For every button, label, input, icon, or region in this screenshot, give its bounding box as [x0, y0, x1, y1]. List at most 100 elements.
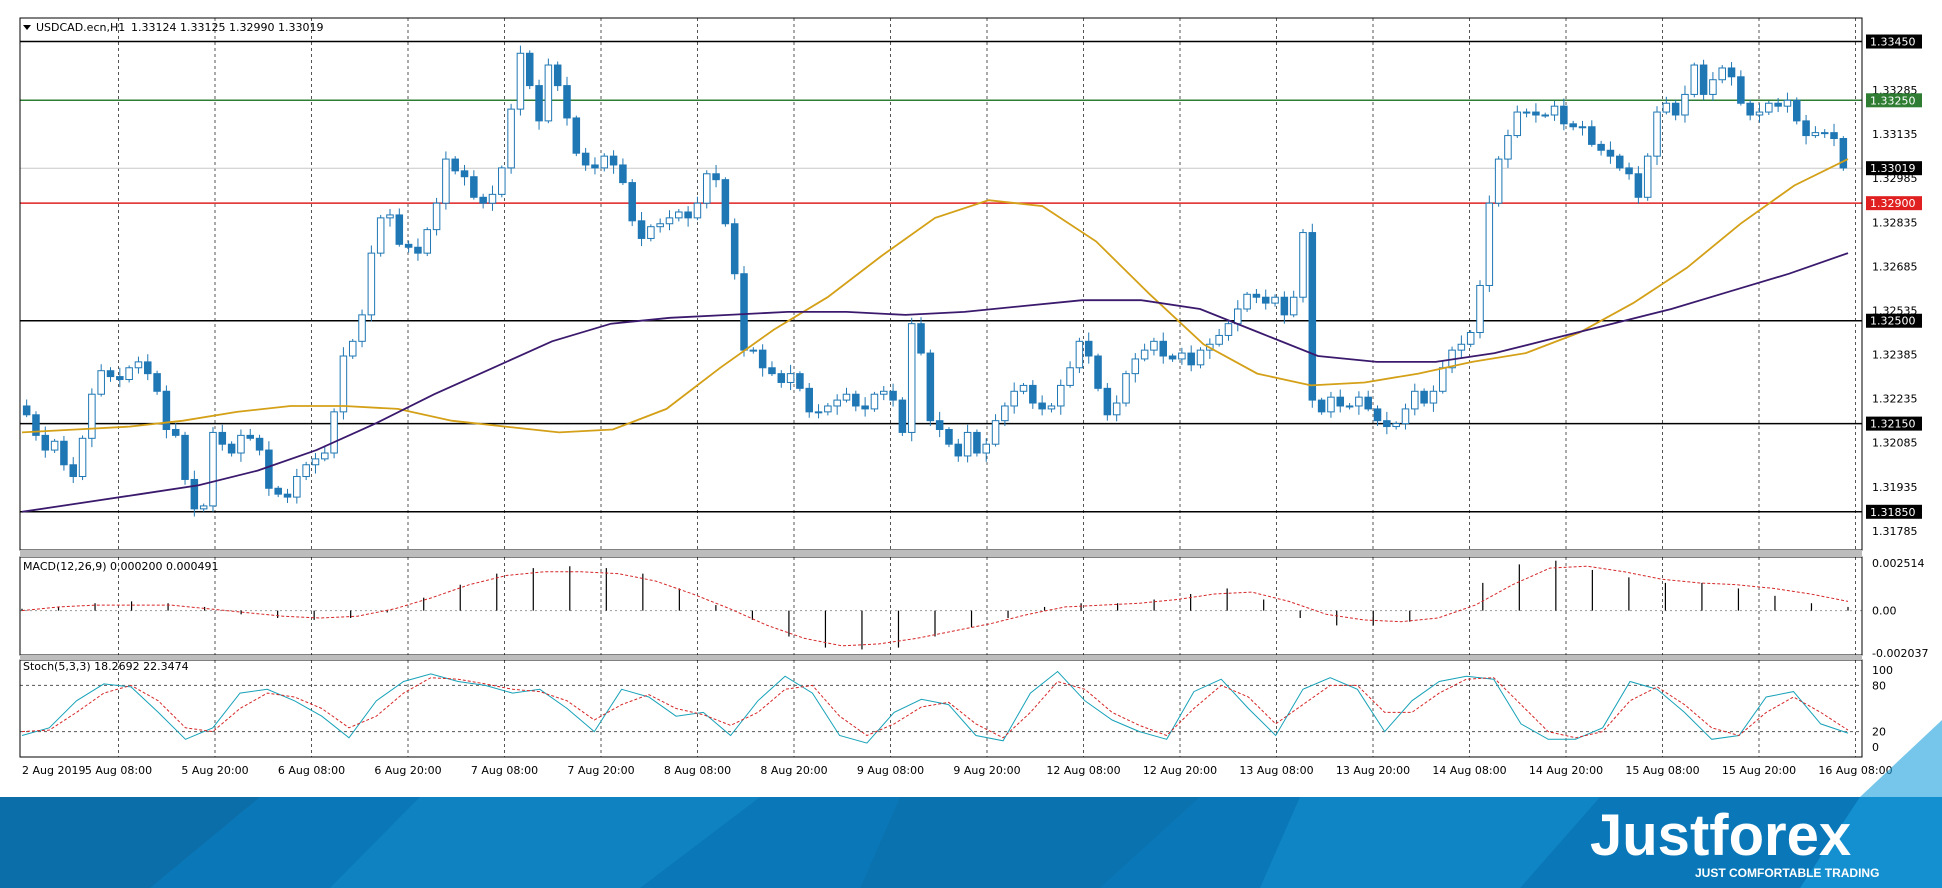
bear-candle — [758, 349, 767, 369]
x-tick-label: 14 Aug 20:00 — [1529, 764, 1603, 777]
bull-candle — [870, 393, 879, 410]
brand-banner: Justforex JUST COMFORTABLE TRADING — [0, 720, 1942, 888]
bear-candle — [1280, 296, 1289, 316]
bull-candle — [693, 202, 702, 219]
bear-candle — [218, 431, 227, 445]
bull-candle — [1001, 405, 1009, 422]
x-tick-label: 8 Aug 08:00 — [664, 764, 731, 777]
x-tick-label: 7 Aug 08:00 — [471, 764, 538, 777]
bull-candle — [376, 217, 385, 254]
x-tick-label: 12 Aug 08:00 — [1046, 764, 1120, 777]
bull-candle — [1019, 384, 1028, 392]
bear-candle — [1774, 102, 1782, 107]
bull-candle — [1643, 155, 1652, 198]
bear-candle — [1168, 355, 1177, 360]
bull-candle — [1690, 64, 1699, 95]
bear-candle — [1029, 384, 1037, 404]
bull-candle — [1327, 396, 1335, 413]
bull-candle — [1429, 390, 1438, 404]
bear-candle — [1569, 123, 1577, 128]
bear-candle — [1839, 138, 1848, 169]
bull-candle — [209, 431, 217, 507]
bear-candle — [41, 434, 50, 451]
bear-candle — [1746, 102, 1754, 116]
bull-candle — [1513, 111, 1522, 137]
current-price-tag — [1866, 161, 1922, 176]
bear-candle — [1597, 143, 1605, 151]
banner-shape — [330, 797, 760, 888]
bear-candle — [637, 220, 646, 239]
bear-candle — [32, 414, 40, 436]
bear-candle — [1364, 396, 1372, 410]
bull-candle — [1550, 105, 1559, 116]
panel-separator — [20, 655, 1862, 660]
bear-candle — [255, 437, 264, 451]
time-axis: 2 Aug 2019 5 Aug 08:00 5 Aug 20:00 6 Aug 08… — [22, 764, 1893, 777]
bear-candle — [1252, 293, 1261, 298]
macd-tick-label: -0.002037 — [1872, 647, 1928, 660]
slow-ma-line — [21, 252, 1849, 513]
bull-candle — [1224, 323, 1233, 336]
bull-candle — [1522, 111, 1531, 114]
bull-candle — [1243, 293, 1251, 310]
banner-shape — [1260, 797, 1600, 888]
bull-candle — [1215, 334, 1223, 345]
bear-candle — [684, 211, 692, 219]
bull-candle — [1289, 296, 1298, 316]
bear-candle — [898, 399, 907, 433]
macd-signal-line — [21, 565, 1849, 647]
bull-candle — [293, 476, 301, 498]
bear-candle — [1560, 105, 1568, 125]
x-tick-label: 16 Aug 08:00 — [1818, 764, 1892, 777]
stoch-tick-label: 80 — [1872, 679, 1886, 692]
bear-candle — [945, 428, 953, 445]
bear-candle — [535, 85, 543, 122]
x-tick-label: 14 Aug 08:00 — [1432, 764, 1506, 777]
bear-candle — [768, 367, 776, 375]
bear-candle — [60, 440, 68, 466]
bull-candle — [1578, 126, 1587, 129]
bull-candle — [1476, 284, 1484, 333]
y-tick-label: 1.32835 — [1872, 216, 1918, 229]
bull-candle — [1299, 232, 1307, 298]
y-tick-label: 1.31935 — [1872, 481, 1918, 494]
bull-candle — [88, 393, 96, 439]
bear-candle — [470, 176, 478, 198]
bull-candle — [907, 323, 916, 433]
bull-candle — [1150, 340, 1158, 351]
bear-candle — [404, 243, 413, 248]
stoch-title: Stoch(5,3,3) 18.2692 22.3474 — [23, 660, 189, 673]
bull-candle — [78, 437, 87, 478]
bear-candle — [451, 158, 459, 172]
bear-candle — [525, 52, 534, 87]
bear-candle — [1634, 173, 1643, 198]
bull-candle — [1820, 132, 1829, 135]
panel-frames — [19, 17, 1863, 758]
bear-candle — [628, 182, 636, 222]
dropdown-triangle-icon[interactable] — [23, 25, 31, 30]
x-tick-label: 8 Aug 20:00 — [760, 764, 827, 777]
bear-candle — [1308, 232, 1317, 401]
x-tick-label: 5 Aug 20:00 — [181, 764, 248, 777]
price-level-tag-label: 1.32500 — [1870, 315, 1916, 328]
x-tick-label: 15 Aug 20:00 — [1722, 764, 1796, 777]
bull-candle — [1438, 367, 1447, 392]
bull-candle — [982, 443, 991, 454]
bear-candle — [1383, 420, 1391, 428]
bull-candle — [1485, 202, 1494, 286]
bear-candle — [712, 173, 720, 181]
bull-candle — [442, 158, 450, 204]
bull-candle — [386, 214, 394, 219]
bear-candle — [935, 420, 944, 430]
bull-candle — [358, 314, 366, 342]
bear-candle — [1588, 126, 1596, 145]
bear-candle — [106, 370, 115, 378]
bull-candle — [1131, 358, 1140, 375]
bull-candle — [1681, 93, 1689, 116]
bear-candle — [1727, 67, 1736, 78]
x-tick-label: 9 Aug 20:00 — [953, 764, 1020, 777]
bull-candle — [348, 340, 357, 357]
bear-candle — [283, 493, 292, 498]
bear-candle — [171, 428, 180, 436]
